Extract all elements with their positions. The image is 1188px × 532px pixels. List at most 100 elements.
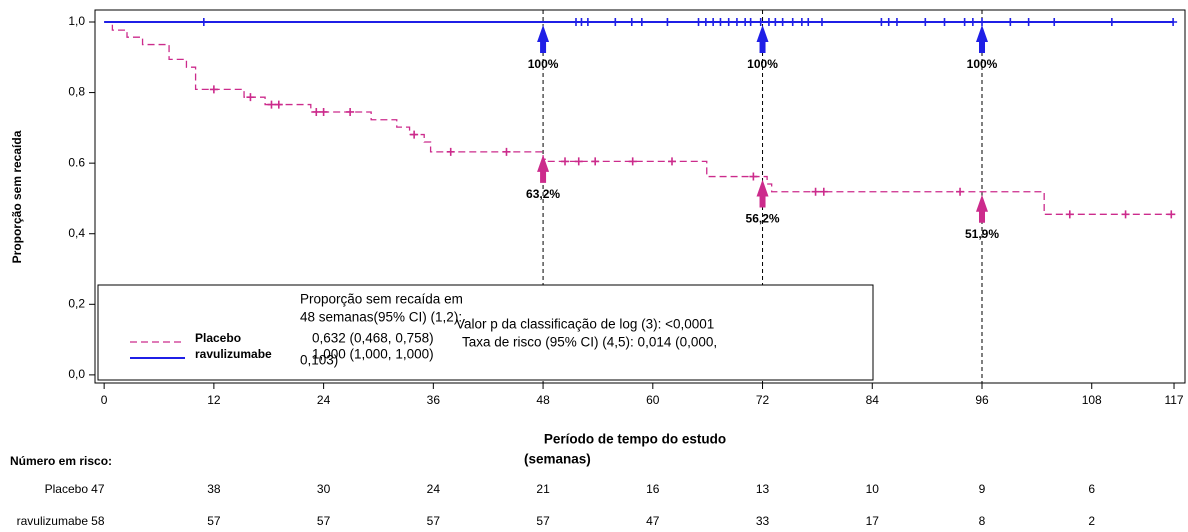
censor-mark bbox=[977, 17, 986, 26]
risk-count: 47 bbox=[91, 482, 105, 496]
y-axis-label: Proporção sem recaída bbox=[10, 130, 24, 263]
censor-mark bbox=[749, 172, 758, 181]
y-tick-label: 0,0 bbox=[68, 367, 85, 381]
censor-mark bbox=[819, 187, 828, 196]
censor-mark bbox=[628, 157, 637, 166]
x-axis-label: (semanas) bbox=[524, 452, 591, 467]
censor-mark bbox=[446, 147, 455, 156]
censor-mark bbox=[756, 17, 765, 26]
censor-mark bbox=[788, 17, 797, 26]
censor-mark bbox=[892, 17, 901, 26]
censor-mark bbox=[312, 107, 321, 116]
plot-frame bbox=[94, 9, 1186, 384]
legend-box bbox=[97, 284, 874, 381]
legend-stat: Taxa de risco (95% CI) (4,5): 0,014 (0,0… bbox=[462, 335, 717, 350]
censor-mark bbox=[960, 17, 969, 26]
y-tick-label: 0,8 bbox=[68, 85, 85, 99]
censor-mark bbox=[716, 17, 725, 26]
risk-row-label: Placebo bbox=[45, 482, 89, 496]
x-tick-label: 84 bbox=[866, 393, 880, 407]
censor-mark bbox=[561, 157, 570, 166]
x-axis-label: Período de tempo do estudo bbox=[544, 432, 726, 447]
legend-stat: 0,103) bbox=[300, 353, 338, 368]
risk-count: 57 bbox=[317, 514, 331, 528]
risk-count: 2 bbox=[1088, 514, 1095, 528]
risk-row-label: ravulizumabe bbox=[17, 514, 89, 528]
x-tick-label: 60 bbox=[646, 393, 660, 407]
censor-mark bbox=[583, 17, 592, 26]
censor-mark bbox=[732, 17, 741, 26]
risk-count: 8 bbox=[979, 514, 986, 528]
annotation-arrow bbox=[756, 24, 769, 53]
censor-mark bbox=[410, 130, 419, 139]
censor-mark bbox=[1167, 210, 1176, 219]
censor-mark bbox=[267, 100, 276, 109]
legend-heading: Proporção sem recaída em bbox=[300, 292, 463, 307]
annotation-label: 51,9% bbox=[965, 227, 999, 241]
censor-mark bbox=[771, 17, 780, 26]
censor-mark bbox=[921, 17, 930, 26]
risk-count: 21 bbox=[536, 482, 550, 496]
annotation-label: 56,2% bbox=[746, 212, 780, 226]
x-tick-label: 108 bbox=[1082, 393, 1102, 407]
censor-mark bbox=[778, 17, 787, 26]
censor-mark bbox=[668, 157, 677, 166]
risk-count: 13 bbox=[756, 482, 770, 496]
censor-mark bbox=[346, 107, 355, 116]
censor-mark bbox=[637, 17, 646, 26]
annotation-label: 63,2% bbox=[526, 187, 560, 201]
x-tick-label: 117 bbox=[1164, 393, 1183, 407]
censor-mark bbox=[319, 107, 328, 116]
risk-count: 30 bbox=[317, 482, 331, 496]
legend-heading: 48 semanas(95% CI) (1,2): bbox=[300, 310, 462, 325]
censor-mark bbox=[968, 17, 977, 26]
censor-mark bbox=[701, 17, 710, 26]
annotation-arrow bbox=[537, 24, 550, 53]
censor-mark bbox=[877, 17, 886, 26]
legend-label: ravulizumabe bbox=[195, 347, 272, 361]
censor-mark bbox=[199, 17, 208, 26]
censor-mark bbox=[502, 147, 511, 156]
risk-count: 6 bbox=[1088, 482, 1095, 496]
x-tick-label: 12 bbox=[207, 393, 221, 407]
censor-mark bbox=[746, 17, 755, 26]
censor-mark bbox=[956, 187, 965, 196]
risk-count: 57 bbox=[207, 514, 221, 528]
censor-mark bbox=[694, 17, 703, 26]
censor-mark bbox=[627, 17, 636, 26]
x-tick-label: 48 bbox=[536, 393, 550, 407]
censor-mark bbox=[940, 17, 949, 26]
censor-mark bbox=[1050, 17, 1059, 26]
legend-stat: Valor p da classificação de log (3): <0,… bbox=[456, 317, 714, 332]
censor-mark bbox=[591, 157, 600, 166]
survival-line bbox=[104, 21, 1172, 215]
annotation-arrow bbox=[975, 24, 988, 53]
legend-label: Placebo bbox=[195, 331, 241, 345]
y-tick-label: 0,2 bbox=[68, 296, 85, 310]
censor-mark bbox=[724, 17, 733, 26]
censor-mark bbox=[817, 17, 826, 26]
risk-count: 58 bbox=[91, 514, 105, 528]
censor-mark bbox=[1065, 210, 1074, 219]
censor-mark bbox=[1169, 17, 1178, 26]
censor-mark bbox=[709, 17, 718, 26]
x-tick-label: 36 bbox=[427, 393, 441, 407]
risk-count: 10 bbox=[866, 482, 880, 496]
censor-mark bbox=[1121, 210, 1130, 219]
x-tick-label: 96 bbox=[975, 393, 989, 407]
censor-mark bbox=[804, 17, 813, 26]
annotation-arrow bbox=[975, 194, 988, 223]
risk-count: 33 bbox=[756, 514, 770, 528]
x-tick-label: 0 bbox=[101, 393, 108, 407]
risk-count: 38 bbox=[207, 482, 221, 496]
censor-mark bbox=[1107, 17, 1116, 26]
risk-count: 17 bbox=[866, 514, 880, 528]
risk-count: 9 bbox=[979, 482, 986, 496]
risk-count: 16 bbox=[646, 482, 660, 496]
annotation-arrow bbox=[756, 179, 769, 208]
censor-mark bbox=[1024, 17, 1033, 26]
censor-mark bbox=[246, 93, 255, 102]
y-tick-label: 1,0 bbox=[68, 14, 85, 28]
risk-count: 24 bbox=[427, 482, 441, 496]
censor-mark bbox=[811, 187, 820, 196]
